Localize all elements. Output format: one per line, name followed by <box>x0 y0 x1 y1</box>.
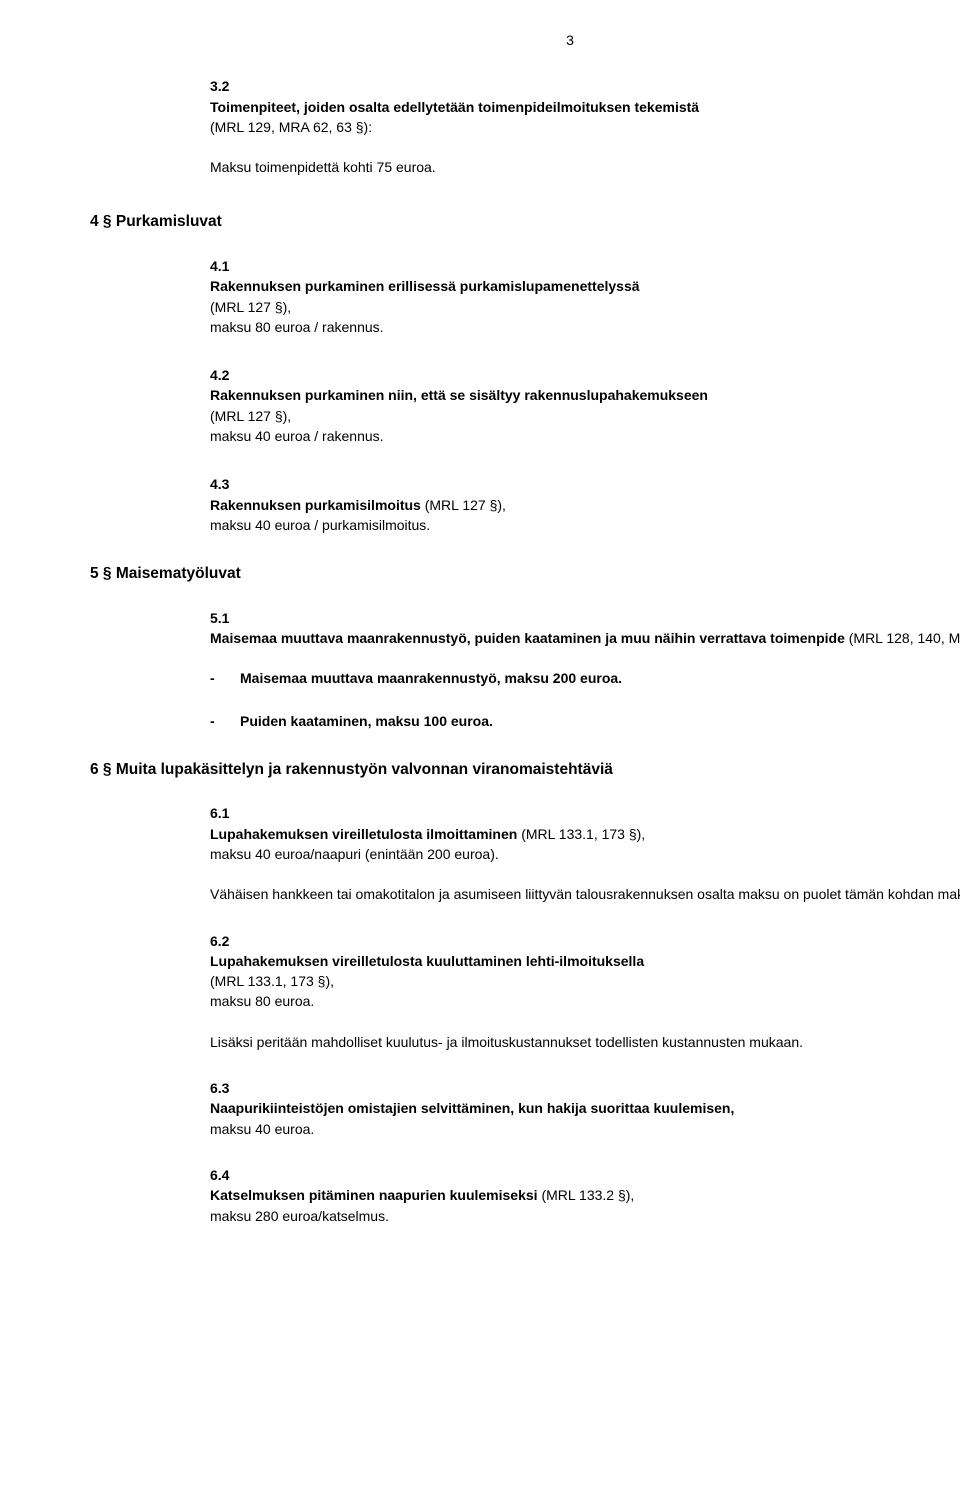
heading-5: 5 § Maisematyöluvat <box>90 563 960 585</box>
section-6-2-body: maksu 80 euroa. <box>210 991 960 1011</box>
section-4-2-ref: (MRL 127 §), <box>210 406 960 426</box>
section-6-1-num: 6.1 <box>210 803 960 823</box>
section-3-2: 3.2 Toimenpiteet, joiden osalta edellyte… <box>210 76 960 177</box>
bullet-item: - Puiden kaataminen, maksu 100 euroa. <box>210 711 960 731</box>
section-4-2-body: maksu 40 euroa / rakennus. <box>210 426 960 446</box>
bullet-dash-icon: - <box>210 711 240 731</box>
section-5-1-title: Maisemaa muuttava maanrakennustyö, puide… <box>210 628 960 648</box>
section-4-2-num: 4.2 <box>210 365 960 385</box>
section-4-1-ref: (MRL 127 §), <box>210 297 960 317</box>
section-4-1-num: 4.1 <box>210 256 960 276</box>
section-4-3-title-ref: (MRL 127 §), <box>421 497 506 513</box>
section-4-1-body: maksu 80 euroa / rakennus. <box>210 317 960 337</box>
section-4-1-title: Rakennuksen purkaminen erillisessä purka… <box>210 276 960 296</box>
section-4-2-title: Rakennuksen purkaminen niin, että se sis… <box>210 385 960 405</box>
section-3-2-title-l1: Toimenpiteet, joiden osalta edellytetään… <box>210 97 960 117</box>
section-4-3-title: Rakennuksen purkamisilmoitus (MRL 127 §)… <box>210 495 960 515</box>
section-5-1-title-ref: (MRL 128, 140, MRA 69 §): <box>845 630 960 646</box>
bullet-1-text: Maisemaa muuttava maanrakennustyö, maksu… <box>240 668 960 688</box>
bullet-item: - Maisemaa muuttava maanrakennustyö, mak… <box>210 668 960 688</box>
bullet-list: - Maisemaa muuttava maanrakennustyö, mak… <box>210 668 960 731</box>
section-6-3-num: 6.3 <box>210 1078 960 1098</box>
section-6-1-para: Vähäisen hankkeen tai omakotitalon ja as… <box>210 884 960 904</box>
section-6-1-body: maksu 40 euroa/naapuri (enintään 200 eur… <box>210 844 960 864</box>
heading-6: 6 § Muita lupakäsittelyn ja rakennustyön… <box>90 759 960 781</box>
section-3-2-title-l2: (MRL 129, MRA 62, 63 §): <box>210 117 960 137</box>
section-6-2-title: Lupahakemuksen vireilletulosta kuuluttam… <box>210 951 960 971</box>
bullet-dash-icon: - <box>210 668 240 688</box>
section-3-2-num: 3.2 <box>210 76 960 96</box>
section-6-2-para: Lisäksi peritään mahdolliset kuulutus- j… <box>210 1032 960 1052</box>
section-6-4-body: maksu 280 euroa/katselmus. <box>210 1206 960 1226</box>
section-6-4-title-lead: Katselmuksen pitäminen naapurien kuulemi… <box>210 1187 538 1203</box>
section-4-3-body: maksu 40 euroa / purkamisilmoitus. <box>210 515 960 535</box>
section-6-2-ref: (MRL 133.1, 173 §), <box>210 971 960 991</box>
section-6-2: 6.2 Lupahakemuksen vireilletulosta kuulu… <box>210 931 960 1052</box>
section-3-2-body: Maksu toimenpidettä kohti 75 euroa. <box>210 157 960 177</box>
section-4-2: 4.2 Rakennuksen purkaminen niin, että se… <box>210 365 960 446</box>
bullet-2-text: Puiden kaataminen, maksu 100 euroa. <box>240 711 960 731</box>
heading-4: 4 § Purkamisluvat <box>90 211 960 233</box>
section-4-3-title-lead: Rakennuksen purkamisilmoitus <box>210 497 421 513</box>
section-6-1-title: Lupahakemuksen vireilletulosta ilmoittam… <box>210 824 960 844</box>
section-6-3-body: maksu 40 euroa. <box>210 1119 960 1139</box>
section-4-3: 4.3 Rakennuksen purkamisilmoitus (MRL 12… <box>210 474 960 535</box>
section-6-2-num: 6.2 <box>210 931 960 951</box>
section-4-1: 4.1 Rakennuksen purkaminen erillisessä p… <box>210 256 960 337</box>
section-6-1: 6.1 Lupahakemuksen vireilletulosta ilmoi… <box>210 803 960 904</box>
page-number: 3 <box>90 30 960 50</box>
section-5-1-title-lead: Maisemaa muuttava maanrakennustyö, puide… <box>210 630 845 646</box>
section-4-3-num: 4.3 <box>210 474 960 494</box>
section-6-4-num: 6.4 <box>210 1165 960 1185</box>
section-5-1: 5.1 Maisemaa muuttava maanrakennustyö, p… <box>210 608 960 731</box>
section-6-3-title: Naapurikiinteistöjen omistajien selvittä… <box>210 1098 960 1118</box>
section-6-3: 6.3 Naapurikiinteistöjen omistajien selv… <box>210 1078 960 1139</box>
section-6-1-title-ref: (MRL 133.1, 173 §), <box>517 826 645 842</box>
section-6-4-title-ref: (MRL 133.2 §), <box>538 1187 635 1203</box>
section-6-1-title-lead: Lupahakemuksen vireilletulosta ilmoittam… <box>210 826 517 842</box>
section-5-1-num: 5.1 <box>210 608 960 628</box>
section-6-4-title: Katselmuksen pitäminen naapurien kuulemi… <box>210 1185 960 1205</box>
section-6-4: 6.4 Katselmuksen pitäminen naapurien kuu… <box>210 1165 960 1226</box>
